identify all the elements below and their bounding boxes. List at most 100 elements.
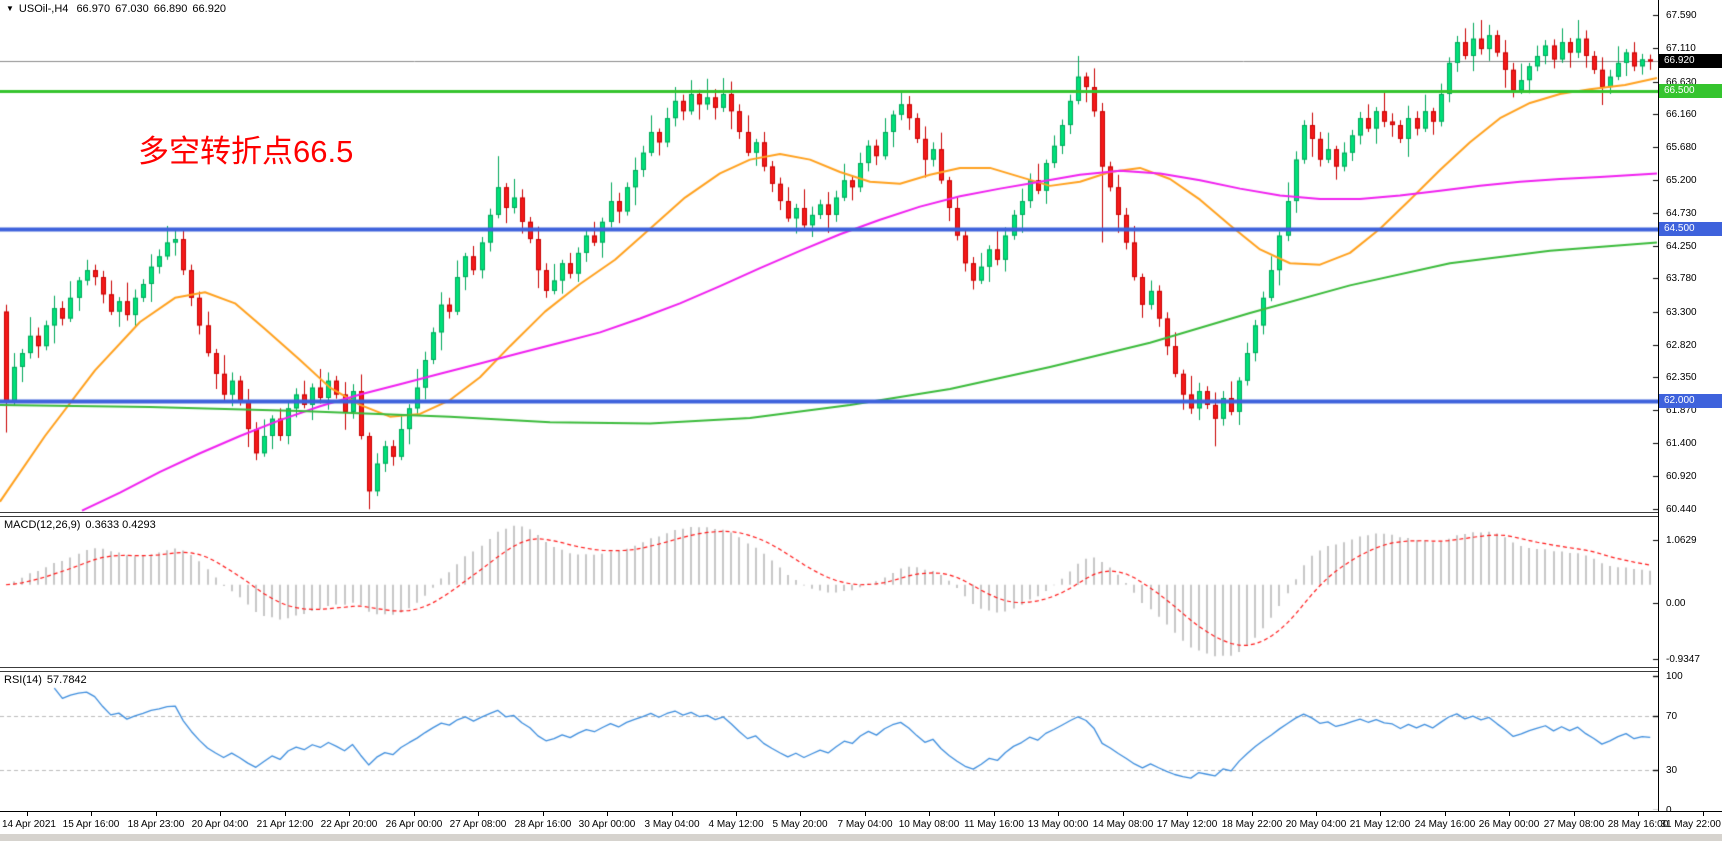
time-axis-label: 14 May 08:00 bbox=[1092, 819, 1154, 830]
price-tick-label: 65.680 bbox=[1666, 142, 1697, 154]
time-axis-label: 20 Apr 04:00 bbox=[191, 819, 249, 830]
hline-66500-label: 66.500 bbox=[1659, 83, 1722, 98]
macd-axis-label: 0.00 bbox=[1666, 598, 1686, 610]
time-axis-label: 10 May 08:00 bbox=[898, 819, 960, 830]
time-axis-label: 26 Apr 00:00 bbox=[385, 819, 443, 830]
time-axis-label: 20 May 04:00 bbox=[1285, 819, 1347, 830]
symbol-collapse-icon: ▼ bbox=[6, 4, 14, 13]
time-axis-tick bbox=[994, 812, 995, 816]
time-axis-label: 7 May 04:00 bbox=[837, 819, 893, 830]
time-axis-label: 11 May 16:00 bbox=[964, 819, 1024, 830]
time-axis-tick bbox=[1123, 812, 1124, 816]
macd-label: MACD(12,26,9) bbox=[4, 519, 81, 531]
price-tick-label: 64.730 bbox=[1666, 207, 1697, 219]
time-axis-label: 17 May 12:00 bbox=[1156, 819, 1218, 830]
time-axis-label: 24 May 16:00 bbox=[1414, 819, 1476, 830]
time-axis-label: 22 Apr 20:00 bbox=[320, 819, 378, 830]
time-axis-label: 28 May 16:00 bbox=[1607, 819, 1669, 830]
time-axis-tick bbox=[1445, 812, 1446, 816]
hline-62000-label: 62.000 bbox=[1659, 394, 1722, 409]
time-axis-tick bbox=[543, 812, 544, 816]
time-axis-tick bbox=[91, 812, 92, 816]
time-axis-tick bbox=[156, 812, 157, 816]
time-axis-label: 18 May 22:00 bbox=[1221, 819, 1283, 830]
price-tick-label: 60.920 bbox=[1666, 471, 1697, 483]
price-tick-label: 63.300 bbox=[1666, 306, 1697, 318]
time-axis-tick bbox=[27, 812, 28, 816]
macd-axis-label: 1.0629 bbox=[1666, 535, 1697, 547]
time-axis-tick bbox=[1574, 812, 1575, 816]
quote-close: 66.920 bbox=[192, 3, 227, 15]
rsi-label: RSI(14) bbox=[4, 674, 42, 686]
price-tick-label: 66.160 bbox=[1666, 109, 1697, 120]
time-axis-label: 27 May 08:00 bbox=[1543, 819, 1605, 830]
quote-low: 66.890 bbox=[153, 3, 188, 15]
macd-canvas[interactable] bbox=[0, 517, 1658, 667]
price-tick-label: 63.780 bbox=[1666, 273, 1697, 285]
time-axis-tick bbox=[929, 812, 930, 816]
main-chart-canvas[interactable] bbox=[0, 0, 1658, 512]
price-tick-label: 62.820 bbox=[1666, 339, 1697, 351]
macd-label-row: MACD(12,26,9) 0.3633 0.4293 bbox=[4, 519, 156, 531]
time-axis-label: 31 May 22:00 bbox=[1660, 819, 1721, 830]
time-axis-tick bbox=[1703, 812, 1704, 816]
rsi-axis-label: 30 bbox=[1666, 764, 1678, 776]
time-axis-label: 18 Apr 23:00 bbox=[127, 819, 185, 830]
time-axis-tick bbox=[1058, 812, 1059, 816]
annotation-text: 多空转折点66.5 bbox=[138, 134, 354, 169]
time-axis-label: 4 May 12:00 bbox=[708, 819, 764, 830]
time-axis-label: 13 May 00:00 bbox=[1027, 819, 1089, 830]
time-axis-label: 15 Apr 16:00 bbox=[62, 819, 120, 830]
current-price-label: 66.920 bbox=[1659, 54, 1722, 69]
window-bottom-strip bbox=[0, 834, 1722, 841]
price-tick-label: 61.400 bbox=[1666, 437, 1697, 449]
price-tick-label: 60.440 bbox=[1666, 504, 1697, 516]
time-axis-tick bbox=[414, 812, 415, 816]
time-axis-tick bbox=[285, 812, 286, 816]
rsi-value: 57.7842 bbox=[46, 674, 87, 686]
price-tick-label: 67.590 bbox=[1666, 10, 1697, 22]
time-axis-tick bbox=[607, 812, 608, 816]
time-axis-label: 5 May 20:00 bbox=[772, 819, 828, 830]
time-axis-tick bbox=[220, 812, 221, 816]
time-axis-tick bbox=[865, 812, 866, 816]
rsi-pane[interactable]: RSI(14) 57.7842 bbox=[0, 671, 1658, 811]
price-tick-label: 64.250 bbox=[1666, 240, 1697, 252]
rsi-label-row: RSI(14) 57.7842 bbox=[4, 674, 87, 686]
time-axis-label: 21 Apr 12:00 bbox=[256, 819, 314, 830]
time-axis-tick bbox=[800, 812, 801, 816]
time-axis-tick bbox=[1316, 812, 1317, 816]
time-axis[interactable]: 14 Apr 2021 15 Apr 16:00 18 Apr 23:00 20 Ap… bbox=[0, 811, 1722, 834]
time-axis-tick bbox=[1187, 812, 1188, 816]
time-axis-label: 27 Apr 08:00 bbox=[449, 819, 507, 830]
rsi-axis-label: 70 bbox=[1666, 711, 1678, 723]
chart-header: ▼ USOil-,H4 66.970 67.030 66.890 66.920 bbox=[6, 3, 231, 15]
time-axis-tick bbox=[736, 812, 737, 816]
price-tick-label: 67.110 bbox=[1666, 43, 1696, 55]
time-axis-tick bbox=[1252, 812, 1253, 816]
time-axis-label: 21 May 12:00 bbox=[1349, 819, 1411, 830]
macd-axis-label: -0.9347 bbox=[1666, 653, 1700, 665]
time-axis-label: 28 Apr 16:00 bbox=[514, 819, 572, 830]
price-tick-label: 61.870 bbox=[1666, 405, 1697, 417]
price-tick-label: 66.630 bbox=[1666, 76, 1697, 88]
time-axis-tick bbox=[478, 812, 479, 816]
main-pane[interactable]: ▼ USOil-,H4 66.970 67.030 66.890 66.920 多空转折点… bbox=[0, 0, 1658, 513]
rsi-axis-label: 0 bbox=[1666, 804, 1672, 817]
rsi-axis-label: 100 bbox=[1666, 671, 1683, 683]
time-axis-tick bbox=[672, 812, 673, 816]
quote-open: 66.970 bbox=[76, 3, 111, 15]
time-axis-tick bbox=[349, 812, 350, 816]
time-axis-tick bbox=[1509, 812, 1510, 816]
time-axis-label: 14 Apr 2021 bbox=[2, 819, 56, 830]
price-tick-label: 62.350 bbox=[1666, 372, 1697, 384]
price-tick-label: 65.200 bbox=[1666, 175, 1697, 187]
time-axis-label: 30 Apr 00:00 bbox=[578, 819, 636, 830]
time-axis-label: 3 May 04:00 bbox=[644, 819, 700, 830]
price-axis[interactable]: 66.920 66.500 64.500 62.000 67.590 67.110… bbox=[1658, 0, 1722, 816]
rsi-canvas[interactable] bbox=[0, 672, 1658, 810]
hline-64500-label: 64.500 bbox=[1659, 221, 1722, 236]
quote-high: 67.030 bbox=[115, 3, 149, 15]
macd-pane[interactable]: MACD(12,26,9) 0.3633 0.4293 bbox=[0, 516, 1658, 668]
